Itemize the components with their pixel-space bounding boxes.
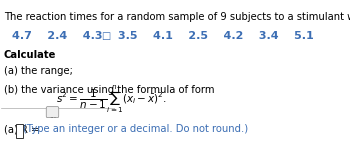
Text: (a) R =: (a) R = xyxy=(4,124,42,134)
Text: (b) the variance using the formula of form: (b) the variance using the formula of fo… xyxy=(4,85,217,95)
FancyBboxPatch shape xyxy=(16,124,23,138)
Text: $s^2 = \dfrac{1}{n-1}\sum_{i=1}^{n}(x_i - \bar{x})^2.$: $s^2 = \dfrac{1}{n-1}\sum_{i=1}^{n}(x_i … xyxy=(56,83,167,115)
Text: 4.7    2.4    4.3    3.5    4.1    2.5    4.2    3.4    5.1: 4.7 2.4 4.3 3.5 4.1 2.5 4.2 3.4 5.1 xyxy=(12,31,313,41)
Text: (Type an integer or a decimal. Do not round.): (Type an integer or a decimal. Do not ro… xyxy=(23,124,248,134)
Text: ...: ... xyxy=(49,111,56,120)
Text: □: □ xyxy=(101,31,111,41)
Text: Calculate: Calculate xyxy=(4,50,56,60)
FancyBboxPatch shape xyxy=(46,107,59,118)
Text: (a) the range;: (a) the range; xyxy=(4,66,72,76)
Text: The reaction times for a random sample of 9 subjects to a stimulant were recorde: The reaction times for a random sample o… xyxy=(4,12,350,22)
